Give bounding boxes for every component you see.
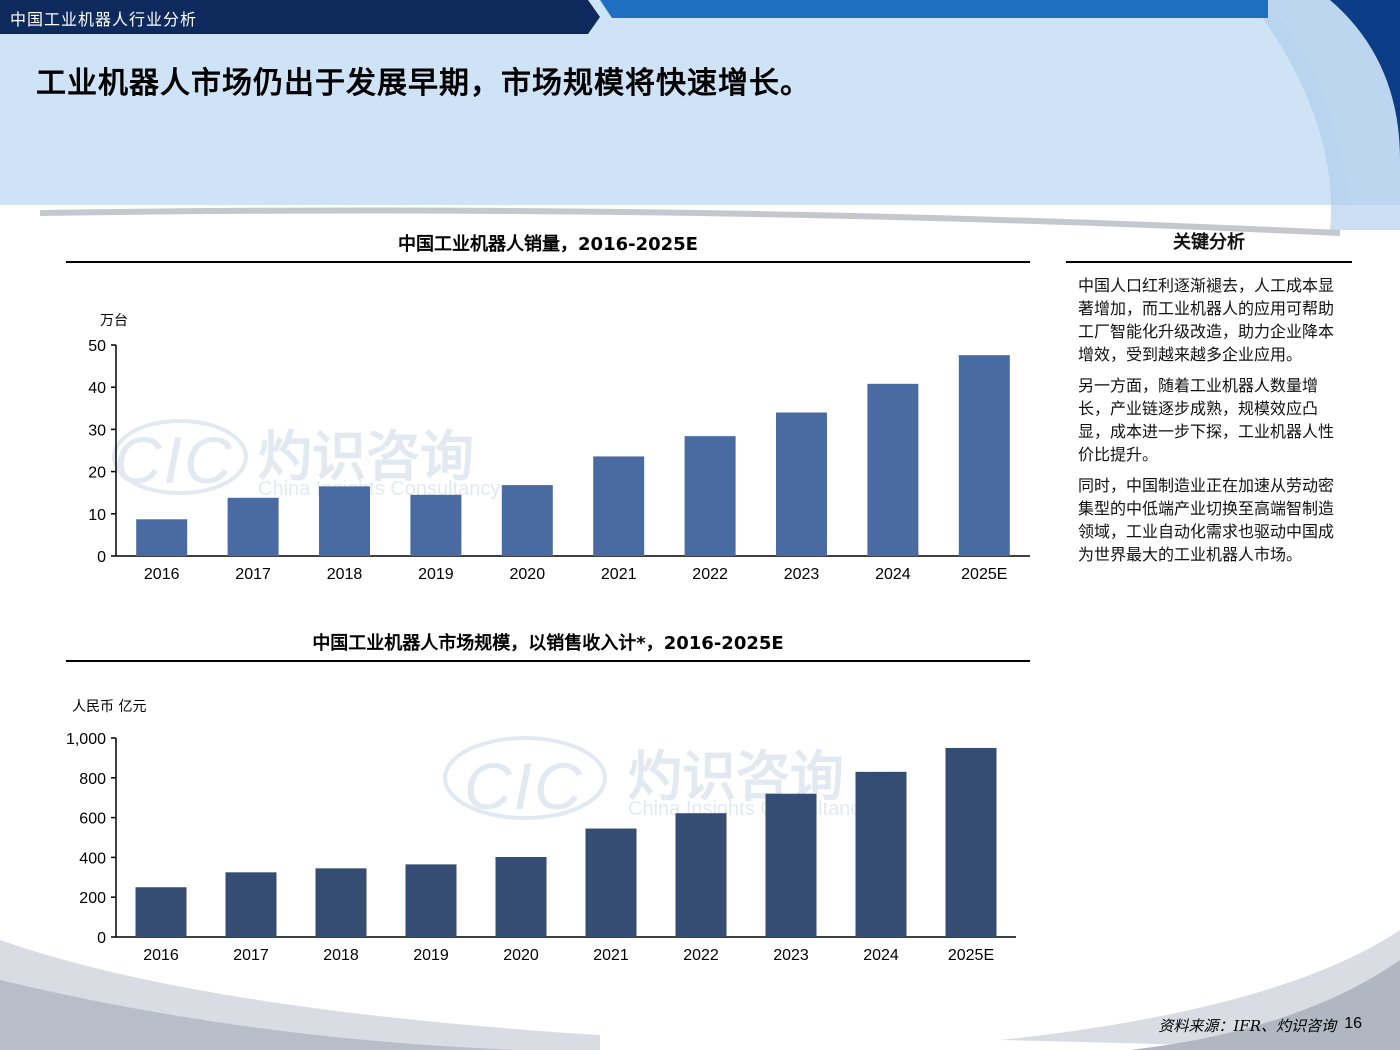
- bar: [319, 486, 370, 556]
- x-tick-label: 2021: [601, 566, 637, 583]
- bar: [495, 857, 547, 937]
- y-tick-label: 200: [79, 890, 106, 907]
- bar: [410, 494, 462, 556]
- bar: [585, 828, 637, 937]
- x-tick-label: 2025E: [948, 947, 994, 964]
- y-tick-label: 0: [97, 930, 106, 947]
- chart1-rule: [66, 261, 1030, 263]
- bar: [593, 456, 645, 556]
- y-tick-label: 50: [88, 338, 106, 355]
- page-number: 16: [1344, 1015, 1362, 1032]
- chart2-rule: [66, 660, 1030, 662]
- x-tick-label: 2020: [510, 566, 546, 583]
- x-tick-label: 2020: [503, 947, 539, 964]
- bar: [776, 412, 827, 556]
- x-tick-label: 2023: [784, 566, 820, 583]
- y-tick-label: 30: [88, 422, 106, 439]
- x-tick-label: 2019: [413, 947, 449, 964]
- x-tick-label: 2022: [683, 947, 719, 964]
- chart1-plot: 0 10 20 30 40 50 2016 2017 2018 2019 2020 2021 2022 2…: [88, 338, 1030, 583]
- side-paragraph: 中国人口红利逐渐褪去，人工成本显著增加，而工业机器人的应用可帮助工厂智能化升级改…: [1078, 276, 1335, 364]
- x-tick-label: 2016: [144, 566, 180, 583]
- x-tick-label: 2024: [863, 947, 899, 964]
- y-tick-label: 0: [97, 549, 106, 566]
- x-tick-label: 2018: [327, 566, 363, 583]
- y-tick-label: 600: [79, 811, 106, 828]
- x-tick-label: 2024: [875, 566, 911, 583]
- bar: [958, 355, 1010, 556]
- header-bar: [0, 0, 600, 34]
- x-tick-label: 2023: [773, 947, 809, 964]
- bar: [675, 813, 727, 937]
- x-tick-label: 2021: [593, 947, 629, 964]
- side-paragraph: 同时，中国制造业正在加速从劳动密集型的中低端产业切换至高端智制造领域，工业自动化…: [1078, 476, 1335, 564]
- side-panel-title: 关键分析: [1173, 232, 1245, 253]
- bar: [225, 872, 277, 937]
- bar: [315, 868, 367, 937]
- bar: [135, 887, 187, 937]
- bar: [945, 747, 997, 937]
- x-tick-label: 2017: [233, 947, 269, 964]
- bar: [136, 519, 188, 556]
- y-tick-label: 800: [79, 771, 106, 788]
- bar: [227, 497, 279, 556]
- bar: [405, 864, 457, 937]
- side-paragraph: 另一方面，随着工业机器人数量增长，产业链逐步成熟，规模效应凸显，成本进一步下探，…: [1078, 376, 1335, 464]
- chart2-title: 中国工业机器人市场规模，以销售收入计*，2016-2025E: [312, 633, 784, 654]
- source-note: 资料来源：IFR、灼识咨询: [1158, 1017, 1336, 1035]
- section-title: 中国工业机器人行业分析: [10, 10, 198, 29]
- y-tick-label: 400: [79, 850, 106, 867]
- x-tick-label: 2022: [692, 566, 728, 583]
- bar: [684, 436, 736, 556]
- bar: [855, 771, 907, 937]
- x-tick-label: 2017: [235, 566, 271, 583]
- x-tick-label: 2016: [143, 947, 179, 964]
- y-tick-label: 1,000: [66, 731, 106, 748]
- bar: [867, 383, 919, 556]
- x-tick-label: 2025E: [961, 566, 1007, 583]
- y-tick-label: 20: [88, 465, 106, 482]
- bar: [765, 793, 817, 937]
- x-tick-label: 2019: [418, 566, 454, 583]
- y-tick-label: 10: [88, 507, 106, 524]
- page-headline: 工业机器人市场仍出于发展早期，市场规模将快速增长。: [36, 66, 811, 101]
- chart1-title: 中国工业机器人销量，2016-2025E: [398, 234, 698, 255]
- chart2-unit: 人民币 亿元: [72, 699, 147, 715]
- chart1-unit: 万台: [100, 313, 128, 329]
- x-tick-label: 2018: [323, 947, 359, 964]
- side-panel-body: 中国人口红利逐渐褪去，人工成本显著增加，而工业机器人的应用可帮助工厂智能化升级改…: [1078, 274, 1342, 574]
- y-tick-label: 40: [88, 380, 106, 397]
- chart2-plot: 0 200 400 600 800 1,000 2016 2017 2018 2019 2020 20…: [66, 731, 1016, 964]
- side-panel-rule: [1066, 261, 1352, 263]
- bar: [501, 485, 553, 556]
